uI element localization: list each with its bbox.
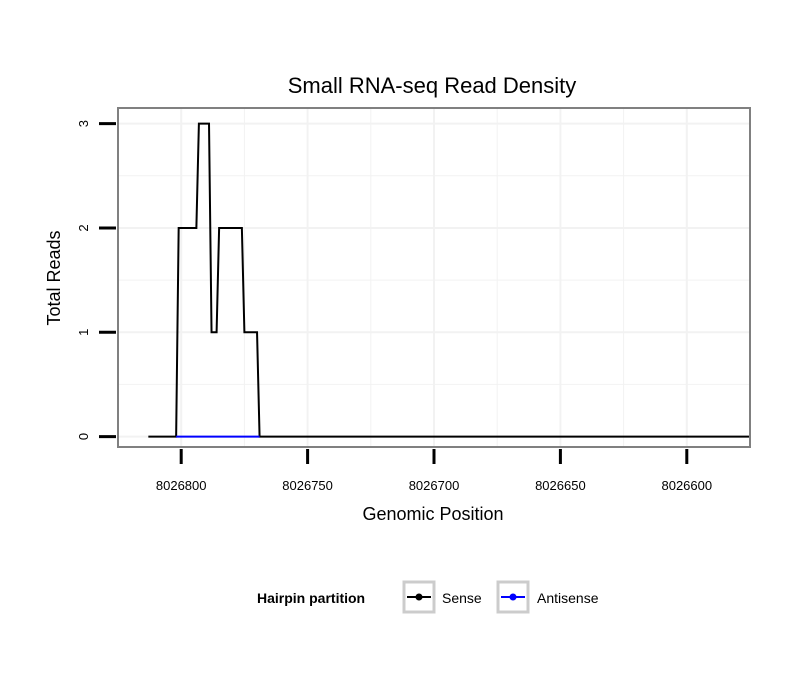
- legend-point-sense: [415, 593, 423, 601]
- legend: Hairpin partition Sense Antisense: [257, 580, 599, 614]
- x-tick-label-8026750: 8026750: [282, 478, 333, 493]
- series-line-sense: [148, 122, 750, 438]
- x-axis: 8026800 8026750 8026700 8026650 8026600: [156, 449, 712, 493]
- chart-title: Small RNA-seq Read Density: [288, 73, 577, 98]
- x-tick-label-8026650: 8026650: [535, 478, 586, 493]
- x-tick-label-8026800: 8026800: [156, 478, 207, 493]
- plot-border: [117, 107, 751, 448]
- y-tick-label-2: 2: [76, 224, 91, 231]
- y-tick-label-3: 3: [76, 120, 91, 127]
- y-axis: 0 1 2 3: [76, 120, 116, 440]
- y-tick-label-1: 1: [76, 329, 91, 336]
- legend-label-sense: Sense: [442, 590, 482, 606]
- x-tick-label-8026600: 8026600: [661, 478, 712, 493]
- x-tick-label-8026700: 8026700: [409, 478, 460, 493]
- legend-label-antisense: Antisense: [537, 590, 599, 606]
- y-axis-title: Total Reads: [44, 230, 64, 325]
- legend-point-antisense: [509, 593, 517, 601]
- series-layer: [148, 122, 750, 438]
- x-axis-title: Genomic Position: [362, 504, 503, 524]
- y-tick-label-0: 0: [76, 433, 91, 440]
- legend-title: Hairpin partition: [257, 590, 365, 606]
